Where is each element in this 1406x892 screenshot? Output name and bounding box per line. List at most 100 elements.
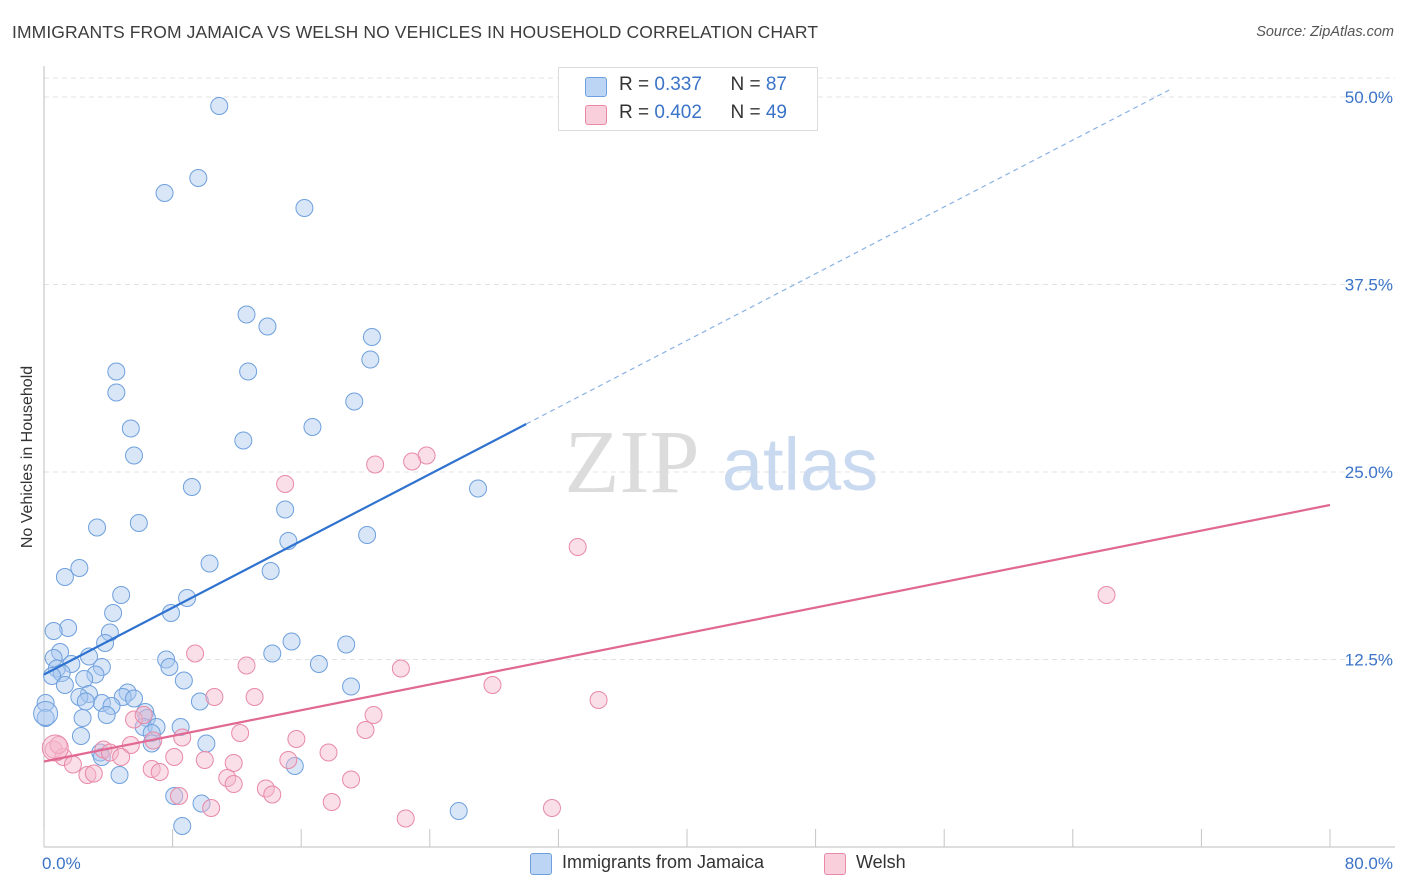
jamaica-point bbox=[59, 619, 78, 637]
jamaica-point bbox=[282, 632, 301, 651]
jamaica-point bbox=[174, 671, 193, 690]
y-tick-label: 50.0% bbox=[1345, 88, 1393, 107]
welsh-point bbox=[1097, 586, 1116, 604]
jamaica-point bbox=[147, 718, 166, 736]
jamaica-trend-extension bbox=[525, 89, 1170, 425]
jamaica-point bbox=[182, 478, 201, 496]
welsh-point bbox=[276, 475, 295, 493]
legend-n-value: 49 bbox=[765, 102, 787, 123]
jamaica-point bbox=[263, 644, 282, 663]
jamaica-point bbox=[276, 500, 295, 519]
legend-swatch-jamaica bbox=[530, 853, 552, 875]
jamaica-point bbox=[358, 526, 377, 544]
jamaica-point bbox=[210, 97, 229, 115]
jamaica-point bbox=[173, 817, 192, 835]
correlation-legend: R = 0.337 N = 87 R = 0.402 N = 49 bbox=[558, 67, 818, 131]
welsh-point bbox=[396, 809, 415, 828]
jamaica-point bbox=[121, 419, 140, 438]
welsh-point bbox=[134, 706, 153, 724]
jamaica-point bbox=[190, 692, 209, 711]
jamaica-point bbox=[55, 568, 74, 586]
welsh-point bbox=[150, 763, 169, 781]
jamaica-point bbox=[36, 694, 55, 712]
jamaica-point bbox=[88, 518, 107, 537]
legend-swatch-welsh bbox=[824, 853, 846, 875]
welsh-point bbox=[342, 770, 361, 789]
welsh-point bbox=[237, 656, 256, 675]
welsh-point bbox=[279, 751, 298, 769]
jamaica-point bbox=[197, 734, 216, 753]
welsh-point bbox=[366, 455, 385, 474]
y-tick-label: 37.5% bbox=[1345, 276, 1393, 295]
welsh-point bbox=[173, 728, 192, 747]
jamaica-point bbox=[92, 694, 111, 712]
welsh-point bbox=[165, 748, 184, 766]
jamaica-point bbox=[362, 328, 381, 346]
welsh-point bbox=[205, 688, 224, 706]
legend-r-value: 0.402 bbox=[654, 102, 702, 123]
jamaica-point bbox=[102, 697, 121, 715]
welsh-point bbox=[263, 785, 282, 804]
x-tick-label: 0.0% bbox=[42, 854, 81, 873]
y-tick-label: 12.5% bbox=[1345, 651, 1393, 670]
jamaica-point bbox=[107, 383, 126, 402]
welsh-point bbox=[364, 706, 383, 724]
welsh-point bbox=[322, 793, 341, 811]
jamaica-point bbox=[97, 706, 116, 724]
welsh-point bbox=[287, 730, 306, 748]
welsh-point bbox=[125, 710, 144, 729]
welsh-point bbox=[542, 799, 561, 817]
legend-n-value: 87 bbox=[765, 74, 787, 95]
jamaica-point bbox=[86, 665, 105, 684]
welsh-point bbox=[41, 734, 69, 762]
legend-swatch-welsh bbox=[585, 105, 607, 125]
jamaica-point bbox=[76, 692, 95, 711]
legend-r-value: 0.337 bbox=[654, 74, 702, 95]
jamaica-point bbox=[155, 184, 174, 202]
legend-label-jamaica: Immigrants from Jamaica bbox=[562, 852, 765, 872]
legend-n-label: N = bbox=[730, 102, 766, 123]
jamaica-point bbox=[142, 724, 161, 742]
legend-label-welsh: Welsh bbox=[856, 852, 906, 872]
jamaica-point bbox=[165, 787, 184, 805]
welsh-point bbox=[112, 748, 131, 766]
legend-r-label: R = bbox=[619, 74, 655, 95]
jamaica-point bbox=[161, 604, 180, 622]
welsh-point bbox=[78, 766, 97, 784]
jamaica-point bbox=[342, 677, 361, 696]
welsh-point bbox=[319, 743, 338, 762]
jamaica-point bbox=[345, 392, 364, 411]
jamaica-point bbox=[239, 362, 258, 381]
legend-r-label: R = bbox=[619, 102, 655, 123]
jamaica-point bbox=[55, 676, 74, 694]
jamaica-point bbox=[237, 305, 256, 324]
welsh-point bbox=[403, 452, 422, 471]
jamaica-point bbox=[337, 635, 356, 654]
jamaica-point bbox=[71, 727, 90, 745]
jamaica-point bbox=[258, 317, 277, 336]
watermark-zip: ZIP bbox=[565, 413, 700, 512]
jamaica-point bbox=[107, 362, 126, 381]
jamaica-point bbox=[73, 709, 92, 727]
jamaica-point bbox=[449, 802, 468, 820]
jamaica-point bbox=[125, 689, 144, 708]
jamaica-point bbox=[112, 586, 131, 604]
jamaica-point bbox=[309, 655, 328, 673]
chart-title: IMMIGRANTS FROM JAMAICA VS WELSH NO VEHI… bbox=[12, 22, 819, 42]
jamaica-point bbox=[261, 562, 280, 580]
jamaica-point bbox=[129, 514, 148, 532]
welsh-point bbox=[356, 721, 375, 739]
jamaica-point bbox=[104, 604, 123, 622]
welsh-trend-line bbox=[43, 503, 1331, 763]
jamaica-point bbox=[125, 446, 144, 465]
welsh-point bbox=[186, 644, 205, 663]
y-tick-label: 25.0% bbox=[1345, 463, 1393, 482]
watermark-atlas: atlas bbox=[722, 423, 878, 506]
welsh-point bbox=[63, 755, 82, 774]
jamaica-point bbox=[189, 169, 208, 187]
welsh-point bbox=[195, 751, 214, 769]
welsh-point bbox=[483, 676, 502, 694]
welsh-point bbox=[224, 754, 243, 772]
jamaica-point bbox=[295, 199, 314, 217]
jamaica-point bbox=[70, 688, 89, 706]
